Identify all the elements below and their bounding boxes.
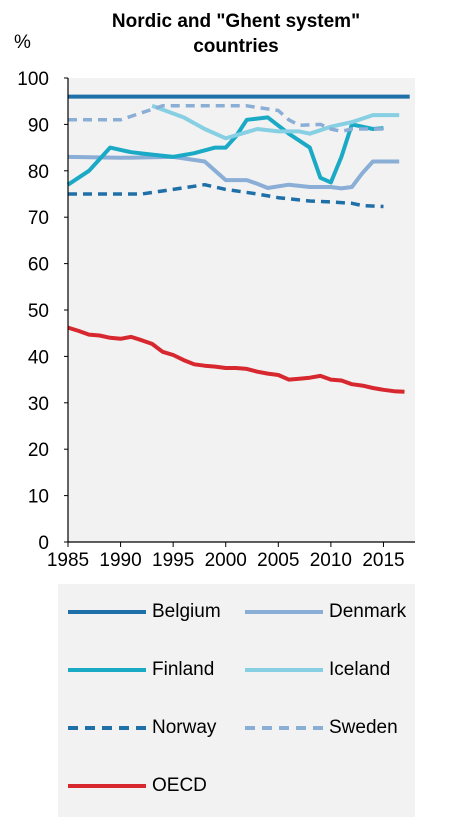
x-tick-label: 2000 — [205, 550, 247, 571]
series-line-iceland — [151, 103, 400, 141]
x-tick-label: 2005 — [257, 550, 299, 571]
legend-item-finland: Finland — [68, 656, 214, 684]
legend-item-denmark: Denmark — [245, 598, 406, 626]
x-tick-label: 1985 — [47, 550, 89, 571]
series-line-norway — [68, 182, 384, 209]
series-line-finland — [66, 115, 384, 187]
legend-swatch — [245, 726, 323, 730]
x-tick-label: 2015 — [362, 550, 404, 571]
y-tick-label: 80 — [28, 162, 49, 183]
legend-swatch — [68, 784, 146, 788]
plot-area — [68, 78, 415, 542]
chart-title-line-2: countries — [193, 36, 279, 57]
y-tick-label: 90 — [28, 115, 49, 136]
legend-item-belgium: Belgium — [68, 598, 221, 626]
legend-swatch — [68, 610, 146, 614]
legend-swatch — [245, 610, 323, 614]
legend-item-oecd: OECD — [68, 772, 207, 800]
legend-swatch — [245, 668, 323, 672]
legend-item-norway: Norway — [68, 714, 216, 742]
chart-title-line-1: Nordic and "Ghent system" — [112, 11, 360, 32]
series-line-sweden — [68, 104, 384, 134]
legend-label: Sweden — [329, 717, 398, 738]
legend-label: Finland — [152, 659, 215, 680]
legend-item-iceland: Iceland — [245, 656, 390, 684]
legend-label: Norway — [152, 717, 217, 738]
y-tick-label: 70 — [28, 208, 49, 229]
y-tick-label: 10 — [28, 487, 49, 508]
y-tick-label: 0 — [38, 533, 49, 554]
y-tick-label: 30 — [28, 394, 49, 415]
legend-label: OECD — [152, 775, 207, 796]
line-chart: Nordic and "Ghent system" countries % 01… — [14, 11, 415, 571]
legend-label: Iceland — [329, 659, 391, 680]
y-tick-label: 100 — [17, 69, 49, 90]
y-tick-label: 50 — [28, 301, 49, 322]
y-tick-label: 40 — [28, 347, 49, 368]
y-tick-label: 20 — [28, 440, 49, 461]
legend: Belgium Denmark Finland Iceland Norway Sweden… — [58, 584, 415, 817]
y-tick-label: 60 — [28, 255, 49, 276]
legend-swatch — [68, 726, 146, 730]
legend-item-sweden: Sweden — [245, 714, 398, 742]
legend-label: Denmark — [329, 601, 407, 622]
y-axis-unit-label: % — [14, 32, 31, 53]
x-tick-label: 1990 — [99, 550, 141, 571]
legend-swatch — [68, 668, 146, 672]
series-line-denmark — [67, 154, 400, 191]
x-tick-label: 1995 — [152, 550, 194, 571]
x-tick-label: 2010 — [310, 550, 352, 571]
legend-label: Belgium — [152, 601, 221, 622]
series-line-oecd — [67, 325, 405, 394]
